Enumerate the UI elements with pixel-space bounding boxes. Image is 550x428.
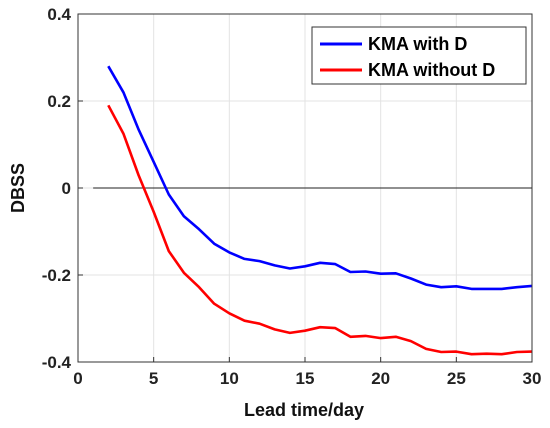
x-tick-label: 30: [523, 369, 542, 388]
x-tick-label: 15: [296, 369, 315, 388]
x-tick-label: 20: [371, 369, 390, 388]
y-ticks: 0.4 0.2 0 -0.2 -0.4: [42, 5, 83, 372]
legend-box: [311, 26, 527, 85]
y-tick-label: -0.4: [42, 353, 72, 372]
x-tick-label: 0: [73, 369, 82, 388]
series-line-1: [107, 104, 533, 356]
y-tick-label: 0: [62, 179, 71, 198]
legend: KMA with D KMA without D: [311, 26, 527, 85]
x-tick-label: 25: [447, 369, 466, 388]
x-ticks: 0 5 10 15 20 25 30: [73, 357, 541, 388]
legend-label-kma-with-d: KMA with D: [368, 34, 467, 54]
y-tick-label: 0.4: [47, 5, 71, 24]
y-axis-title: DBSS: [8, 163, 28, 213]
series-line-0: [107, 65, 533, 291]
x-axis-title: Lead time/day: [244, 400, 364, 420]
y-tick-label: 0.2: [47, 92, 71, 111]
x-tick-label: 10: [220, 369, 239, 388]
series-lines: [107, 65, 533, 356]
legend-label-kma-without-d: KMA without D: [368, 60, 495, 80]
x-tick-label: 5: [149, 369, 158, 388]
y-tick-label: -0.2: [42, 266, 71, 285]
